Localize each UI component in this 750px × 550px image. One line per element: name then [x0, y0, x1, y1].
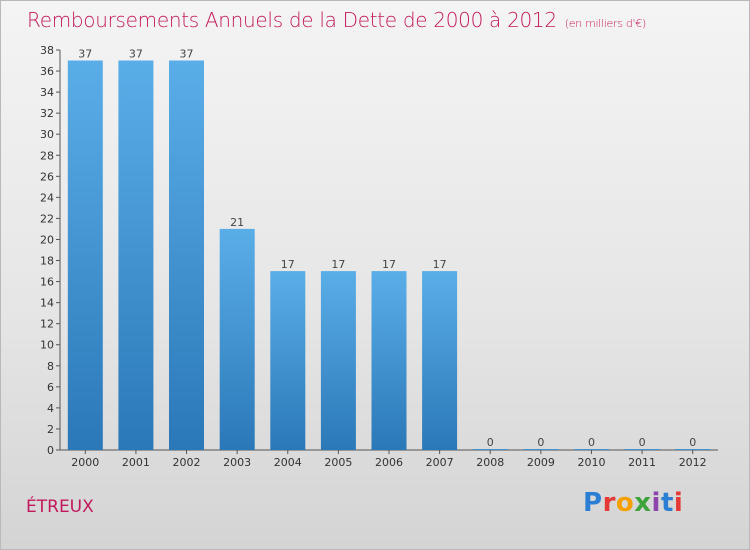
value-label-2007: 17 [433, 258, 447, 271]
bar-2005 [320, 271, 356, 450]
x-tick-label: 2005 [324, 456, 352, 469]
proxiti-logo: Proxiti [583, 488, 683, 518]
y-tick-label: 8 [47, 360, 54, 373]
chart-value-labels: 37 37 37 21 17 17 17 17 0 0 0 0 0 [78, 48, 696, 449]
y-tick-label: 36 [40, 65, 54, 78]
x-tick-label: 2009 [527, 456, 555, 469]
y-tick-label: 20 [40, 233, 54, 246]
x-tick-label: 2008 [476, 456, 504, 469]
bar-2004 [270, 271, 306, 450]
y-tick-label: 10 [40, 339, 54, 352]
value-label-2008: 0 [487, 436, 494, 449]
bar-2010 [574, 449, 609, 450]
x-tick-label: 2004 [274, 456, 302, 469]
y-tick-label: 6 [47, 381, 54, 394]
value-label-2011: 0 [639, 436, 646, 449]
chart-bars [67, 60, 711, 450]
logo-letter: o [615, 488, 635, 518]
y-tick-label: 0 [47, 444, 54, 457]
chart-subtitle: (en milliers d'€) [564, 17, 646, 30]
y-tick-label: 22 [40, 212, 54, 225]
y-tick-label: 4 [47, 402, 54, 415]
x-tick-label: 2006 [375, 456, 403, 469]
y-tick-label: 26 [40, 170, 54, 183]
y-tick-label: 18 [40, 255, 54, 268]
logo-letter: P [583, 488, 603, 518]
value-label-2006: 17 [382, 258, 396, 271]
bar-2000 [67, 60, 103, 450]
x-tick-label: 2000 [71, 456, 99, 469]
logo-letter: x [634, 488, 652, 518]
logo-letter: r [602, 488, 616, 518]
bar-2007 [422, 271, 458, 450]
commune-name: ÉTREUX [26, 497, 94, 517]
bar-2003 [219, 228, 255, 450]
y-tick-label: 28 [40, 149, 54, 162]
bar-2002 [169, 60, 204, 450]
value-label-2010: 0 [588, 436, 595, 449]
y-tick-label: 34 [40, 86, 54, 99]
bar-2006 [371, 271, 407, 450]
y-tick-label: 32 [40, 107, 54, 120]
value-label-2001: 37 [129, 48, 143, 61]
value-label-2005: 17 [331, 258, 345, 271]
y-tick-label: 38 [40, 44, 54, 57]
y-tick-label: 12 [40, 318, 54, 331]
chart-title: Remboursements Annuels de la Dette de 20… [27, 8, 646, 32]
x-tick-label: 2011 [628, 456, 656, 469]
y-tick-label: 14 [40, 297, 54, 310]
value-label-2002: 37 [180, 48, 194, 61]
y-tick-label: 24 [40, 191, 54, 204]
bar-2009 [523, 449, 559, 450]
bar-2001 [118, 60, 154, 450]
value-label-2000: 37 [78, 48, 92, 61]
logo-letter: t [660, 488, 674, 518]
bar-2012 [675, 449, 711, 450]
x-tick-label: 2001 [122, 456, 150, 469]
logo-letter: i [673, 488, 684, 518]
x-tick-label: 2003 [223, 456, 251, 469]
y-tick-label: 30 [40, 128, 54, 141]
x-tick-label: 2012 [679, 456, 707, 469]
x-tick-label: 2002 [173, 456, 201, 469]
value-label-2012: 0 [689, 436, 696, 449]
value-label-2009: 0 [537, 436, 544, 449]
value-label-2004: 17 [281, 258, 295, 271]
bar-2011 [624, 449, 660, 450]
x-tick-label: 2007 [426, 456, 454, 469]
x-tick-label: 2010 [577, 456, 605, 469]
chart-title-text: Remboursements Annuels de la Dette de 20… [27, 8, 557, 32]
bar-2008 [472, 449, 508, 450]
y-tick-label: 2 [47, 423, 54, 436]
value-label-2003: 21 [230, 216, 244, 229]
logo-letter: i [651, 488, 661, 518]
y-tick-label: 16 [40, 276, 54, 289]
